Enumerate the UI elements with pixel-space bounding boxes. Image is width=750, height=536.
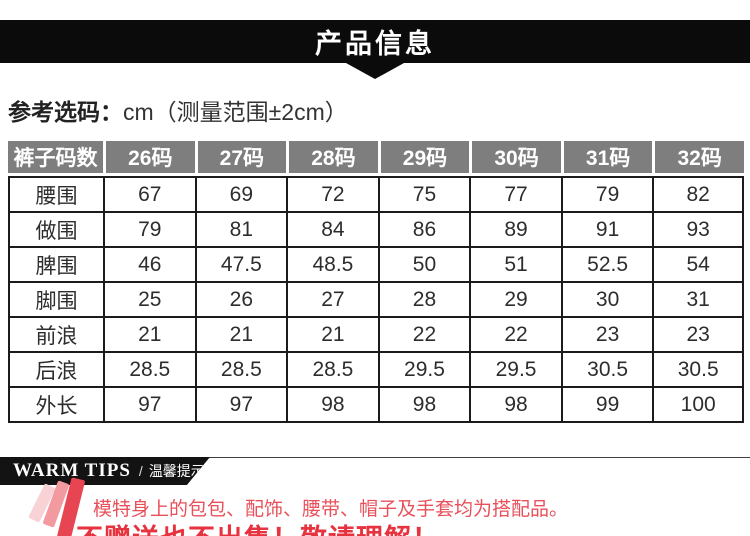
table-cell: 82	[652, 176, 744, 213]
tip-text-accessories: 模特身上的包包、配饰、腰带、帽子及手套均为搭配品。	[93, 499, 569, 520]
table-cell: 51	[469, 248, 561, 283]
table-cell: 47.5	[194, 248, 287, 283]
table-cell: 93	[652, 213, 744, 248]
warm-tips-en-label: WARM TIPS	[13, 460, 131, 481]
table-cell: 97	[194, 388, 287, 423]
table-cell: 30.5	[652, 353, 744, 388]
table-cell: 72	[286, 176, 378, 213]
row-label: 腰围	[8, 176, 103, 213]
table-cell: 23	[560, 318, 653, 353]
product-info-banner: 产品信息	[0, 20, 750, 63]
table-row: 外长 97 97 98 98 98 99 100	[8, 388, 744, 423]
warm-tips-slash: /	[138, 463, 143, 479]
table-cell: 98	[377, 388, 470, 423]
table-cell: 26	[194, 283, 287, 318]
table-cell: 21	[103, 318, 195, 353]
table-cell: 22	[377, 318, 470, 353]
warm-tips-banner: WARM TIPS / 温馨提示	[0, 457, 210, 485]
row-label: 前浪	[8, 318, 103, 353]
page-title: 产品信息	[315, 29, 435, 59]
column-header-28: 28码	[286, 141, 378, 176]
table-cell: 21	[194, 318, 287, 353]
table-cell: 91	[560, 213, 653, 248]
table-cell: 27	[286, 283, 378, 318]
table-cell: 29.5	[469, 353, 561, 388]
table-cell: 30.5	[560, 353, 653, 388]
column-header-30: 30码	[469, 141, 561, 176]
table-cell: 75	[377, 176, 470, 213]
table-cell: 23	[652, 318, 744, 353]
column-header-31: 31码	[560, 141, 653, 176]
heading-detail: cm（测量范围±2cm）	[123, 99, 348, 125]
size-table-header-row: 裤子码数 26码 27码 28码 29码 30码 31码 32码	[8, 141, 744, 176]
table-cell: 31	[652, 283, 744, 318]
table-cell: 79	[103, 213, 195, 248]
table-cell: 46	[103, 248, 195, 283]
heading-label: 参考选码：	[8, 99, 123, 125]
table-row: 前浪 21 21 21 22 22 23 23	[8, 318, 744, 353]
row-label: 外长	[8, 388, 103, 423]
table-cell: 29.5	[377, 353, 470, 388]
table-row: 后浪 28.5 28.5 28.5 29.5 29.5 30.5 30.5	[8, 353, 744, 388]
column-header-26: 26码	[103, 141, 195, 176]
table-cell: 81	[194, 213, 287, 248]
row-label: 后浪	[8, 353, 103, 388]
down-arrow-icon	[346, 63, 404, 79]
table-row: 脾围 46 47.5 48.5 50 51 52.5 54	[8, 248, 744, 283]
table-cell: 54	[652, 248, 744, 283]
table-cell: 86	[377, 213, 470, 248]
table-cell: 48.5	[286, 248, 378, 283]
table-cell: 84	[286, 213, 378, 248]
table-cell: 22	[469, 318, 561, 353]
row-label: 脚围	[8, 283, 103, 318]
tip-text-not-for-sale: 不赠送也不出售！敬请理解！	[76, 517, 440, 536]
table-row: 做围 79 81 84 86 89 91 93	[8, 213, 744, 248]
table-cell: 28.5	[286, 353, 378, 388]
column-header-27: 27码	[194, 141, 287, 176]
table-cell: 28.5	[194, 353, 287, 388]
table-cell: 30	[560, 283, 653, 318]
table-cell: 99	[560, 388, 653, 423]
table-cell: 28	[377, 283, 470, 318]
size-table: 裤子码数 26码 27码 28码 29码 30码 31码 32码 腰围 67 6…	[8, 141, 744, 423]
table-cell: 100	[652, 388, 744, 423]
table-row: 腰围 67 69 72 75 77 79 82	[8, 176, 744, 213]
table-cell: 28.5	[103, 353, 195, 388]
table-cell: 79	[560, 176, 653, 213]
table-cell: 77	[469, 176, 561, 213]
table-cell: 98	[469, 388, 561, 423]
table-row: 脚围 25 26 27 28 29 30 31	[8, 283, 744, 318]
table-cell: 69	[194, 176, 287, 213]
column-header-32: 32码	[652, 141, 744, 176]
table-cell: 52.5	[560, 248, 653, 283]
column-header-size-name: 裤子码数	[8, 141, 103, 176]
warm-tips-cn-label: 温馨提示	[148, 463, 205, 479]
tips-divider-line	[0, 457, 750, 458]
table-cell: 89	[469, 213, 561, 248]
table-cell: 25	[103, 283, 195, 318]
table-cell: 97	[103, 388, 195, 423]
table-cell: 29	[469, 283, 561, 318]
row-label: 脾围	[8, 248, 103, 283]
table-cell: 50	[377, 248, 470, 283]
row-label: 做围	[8, 213, 103, 248]
size-reference-heading: 参考选码：cm（测量范围±2cm）	[8, 93, 348, 127]
table-cell: 21	[286, 318, 378, 353]
table-cell: 67	[103, 176, 195, 213]
table-cell: 98	[286, 388, 378, 423]
column-header-29: 29码	[377, 141, 470, 176]
